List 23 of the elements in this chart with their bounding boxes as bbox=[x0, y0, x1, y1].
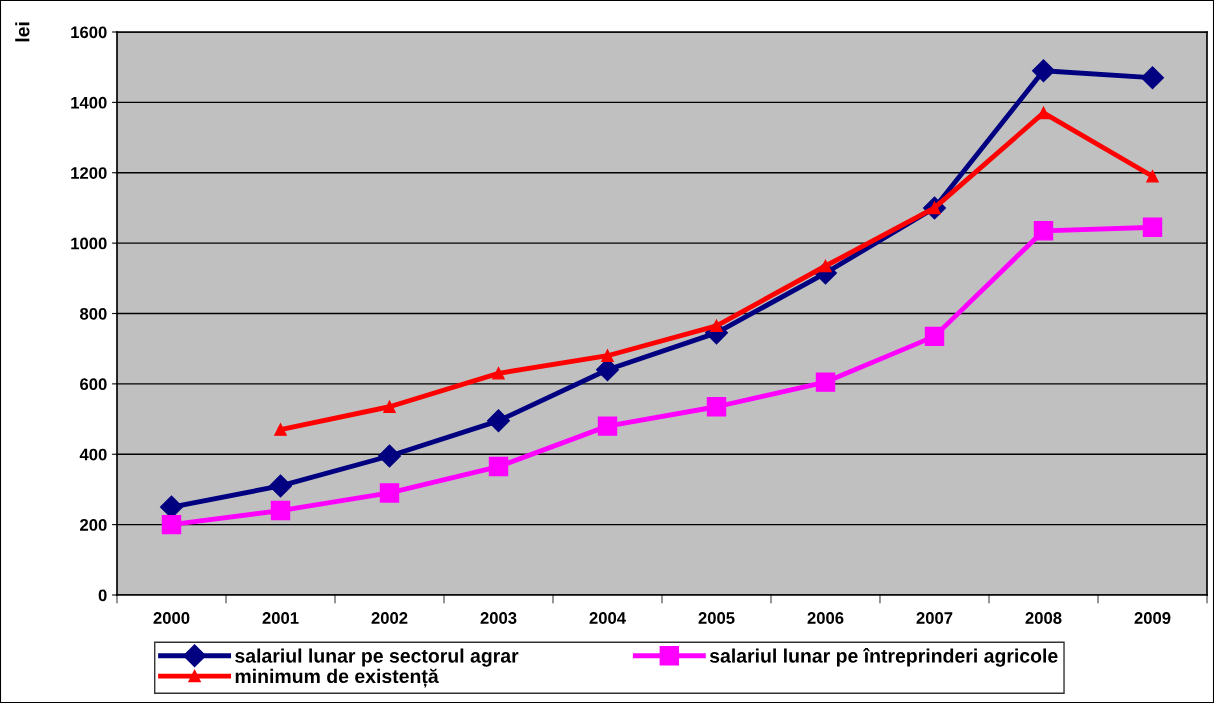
legend-label: salariul lunar pe întreprinderi agricole bbox=[709, 648, 1058, 667]
x-tick-label: 2000 bbox=[153, 612, 190, 624]
y-tick-label: 0 bbox=[98, 589, 107, 602]
y-tick-label: 1200 bbox=[71, 167, 107, 179]
x-tick-label: 2006 bbox=[807, 612, 844, 624]
y-tick-label: 200 bbox=[80, 519, 107, 531]
y-tick-label: 1400 bbox=[71, 96, 107, 109]
x-tick-label: 2003 bbox=[480, 612, 517, 624]
legend-label: minimum de existență bbox=[235, 668, 439, 688]
x-tick-label: 2008 bbox=[1025, 612, 1062, 624]
x-tick-label: 2007 bbox=[916, 612, 953, 624]
x-tick-label: 2004 bbox=[589, 612, 626, 624]
y-tick-label: 400 bbox=[79, 448, 107, 461]
legend-label: salariul lunar pe sectorul agrar bbox=[235, 648, 519, 667]
x-tick-label: 2001 bbox=[262, 612, 299, 624]
x-tick-label: 2009 bbox=[1134, 612, 1171, 624]
y-tick-label: 800 bbox=[80, 307, 107, 320]
x-tick-label: 2005 bbox=[698, 612, 735, 624]
x-tick-label: 2002 bbox=[371, 612, 408, 624]
y-axis-title: lei bbox=[15, 22, 30, 42]
y-tick-label: 1000 bbox=[71, 237, 107, 250]
y-tick-label: 1600 bbox=[71, 26, 107, 39]
y-tick-label: 600 bbox=[80, 378, 107, 391]
